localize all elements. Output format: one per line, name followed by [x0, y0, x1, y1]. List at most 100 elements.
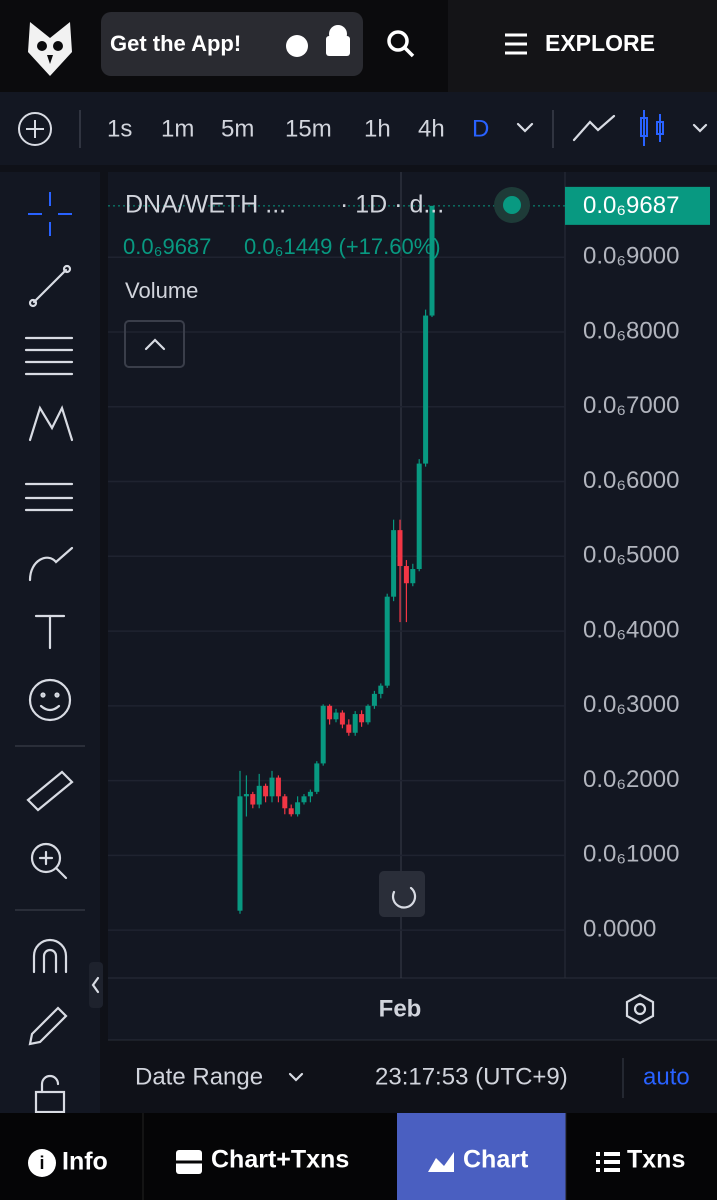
volume-label: Volume	[125, 278, 198, 303]
chevron-up	[144, 338, 166, 351]
candle-body	[384, 596, 390, 686]
interval[interactable]: 1h	[364, 115, 391, 142]
candle-body	[327, 705, 333, 720]
info-icon	[28, 1149, 56, 1177]
interval[interactable]: 1m	[161, 115, 194, 142]
y-tick-label: 0.0₆5000	[583, 542, 679, 569]
date-range[interactable]: Date Range	[135, 1063, 263, 1090]
dropdown-icon	[288, 1072, 304, 1082]
candle-body	[295, 802, 301, 815]
prediction-tool[interactable]	[24, 482, 74, 512]
clock: 23:17:53 (UTC+9)	[375, 1063, 568, 1090]
settings-icon[interactable]	[625, 993, 655, 1025]
interval[interactable]: 5m	[221, 115, 254, 142]
info-icon-glyph: i	[39, 1153, 44, 1173]
interval[interactable]: 1s	[107, 115, 132, 142]
line-chart-icon[interactable]	[572, 114, 616, 142]
reset-icon	[391, 886, 417, 909]
tab[interactable]: Info	[62, 1148, 108, 1176]
interval[interactable]: D	[472, 115, 489, 142]
y-tick-label: 0.0₆3000	[583, 691, 679, 718]
candle-body	[301, 796, 307, 803]
candle-body	[288, 808, 294, 815]
store-icons	[286, 25, 350, 57]
candle-icon[interactable]	[640, 110, 664, 146]
collapse-icon	[91, 976, 100, 994]
y-tick-label: 0.0₆7000	[583, 392, 679, 419]
candle-body	[429, 205, 435, 316]
lock-draw-tool[interactable]	[28, 1006, 68, 1046]
brush-tool[interactable]	[28, 546, 74, 582]
magnet-tool[interactable]	[32, 938, 68, 974]
price-label: 0.0₆9687	[123, 234, 211, 259]
y-tick-label: 0.0000	[583, 915, 656, 942]
candle-body	[339, 712, 345, 725]
text-tool[interactable]	[34, 614, 66, 650]
candle-body	[378, 685, 384, 694]
candle-body	[250, 794, 256, 805]
interval[interactable]: 15m	[285, 115, 332, 142]
dropdown-icon[interactable]	[692, 123, 708, 133]
add-icon[interactable]	[18, 112, 52, 146]
y-tick-label: 0.0₆4000	[583, 616, 679, 643]
chart-icon	[428, 1152, 454, 1172]
get-app-button[interactable]	[101, 12, 363, 76]
candle-body	[243, 794, 249, 797]
logo	[28, 22, 72, 76]
explore-text[interactable]: EXPLORE	[545, 30, 655, 56]
active-tab	[397, 1113, 566, 1200]
interval-label: · 1D · d...	[340, 191, 444, 219]
candle-body	[275, 777, 281, 797]
trend-line-tool[interactable]	[28, 264, 72, 308]
search-icon[interactable]	[387, 30, 415, 58]
menu-icon[interactable]	[505, 33, 527, 55]
emoji-tool[interactable]	[28, 678, 72, 722]
crosshair-tool[interactable]	[28, 192, 72, 236]
list-icon	[596, 1152, 620, 1172]
candle-body	[320, 705, 326, 764]
reset-button[interactable]	[379, 871, 425, 917]
pattern-tool[interactable]	[28, 405, 74, 442]
fib-tool[interactable]	[24, 336, 74, 376]
candle-body	[282, 796, 288, 809]
tab[interactable]: Chart+Txns	[211, 1146, 349, 1174]
auto-scale[interactable]: auto	[643, 1063, 690, 1090]
candle-body	[371, 693, 377, 706]
candle-body	[391, 530, 397, 597]
candle-body	[410, 569, 416, 584]
y-tick-label: 0.0₆8000	[583, 317, 679, 344]
candle-body	[403, 566, 409, 584]
last-price-box	[565, 186, 710, 225]
collapse-handle[interactable]	[89, 962, 103, 1008]
y-tick-label: 0.0₆6000	[583, 467, 679, 494]
interval[interactable]: 4h	[418, 115, 445, 142]
candle-body	[256, 785, 262, 805]
candle-body	[423, 315, 429, 464]
candle-body	[397, 530, 403, 567]
candle-body	[333, 712, 339, 720]
candle-body	[269, 777, 275, 797]
explore-bg	[448, 0, 717, 92]
candle-body	[307, 791, 313, 797]
ruler-tool[interactable]	[26, 770, 74, 812]
dropdown-icon[interactable]	[516, 122, 534, 133]
y-tick-label: 0.0₆2000	[583, 766, 679, 793]
collapse-volume[interactable]	[124, 320, 185, 368]
candle-body	[359, 714, 365, 723]
tab[interactable]: Txns	[627, 1146, 685, 1174]
lock-tool[interactable]	[34, 1074, 66, 1114]
change-label: 0.0₆1449 (+17.60%)	[244, 234, 441, 259]
candle-body	[416, 463, 422, 570]
tab-bar	[0, 1113, 717, 1200]
candle-body	[346, 724, 352, 733]
candle-body	[365, 705, 371, 723]
candle-body	[237, 796, 243, 911]
symbol: DNA/WETH ...	[125, 191, 286, 219]
last-price-label: 0.0₆9687	[583, 192, 679, 219]
tab[interactable]: Chart	[463, 1146, 529, 1174]
x-tick-label: Feb	[379, 995, 422, 1022]
y-tick-label: 0.0₆1000	[583, 841, 679, 868]
candle-body	[352, 714, 358, 733]
zoom-tool[interactable]	[30, 842, 68, 880]
